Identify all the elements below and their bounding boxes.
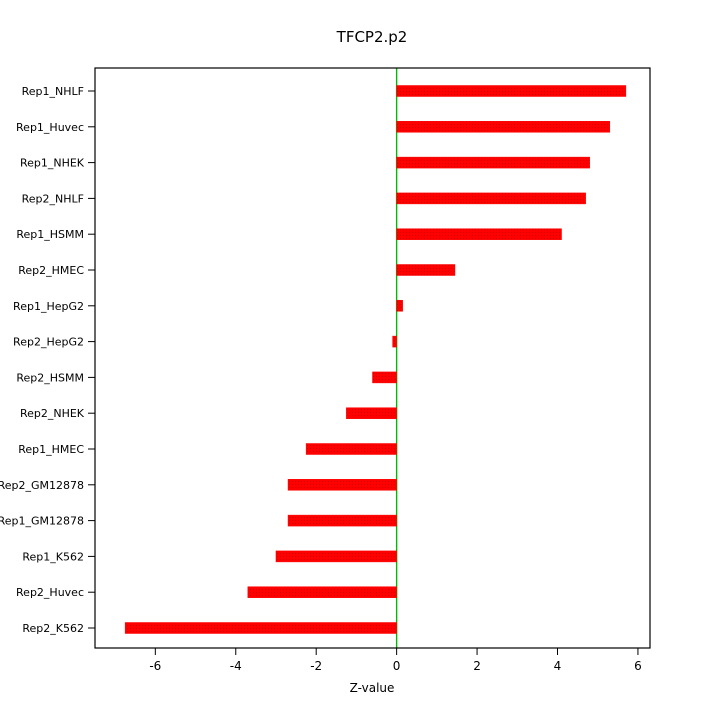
plot-area: Rep1_NHLF Rep1_Huvec Rep1_NHEK Rep2_NHLF Rep… [0, 67, 651, 673]
bar [396, 264, 456, 276]
y-tick-label: Rep2_HMEC [18, 264, 84, 277]
bar [396, 156, 590, 169]
y-tick-label: Rep2_GM12878 [0, 479, 84, 492]
x-tick-label: -4 [230, 659, 242, 673]
y-tick-label: Rep2_K562 [22, 622, 84, 635]
bar [392, 335, 397, 348]
y-tick-label: Rep1_NHEK [20, 157, 85, 170]
x-tick-label: 2 [473, 659, 481, 673]
bar [396, 192, 586, 205]
plot-border [94, 67, 651, 649]
y-tick-label: Rep2_Huvec [16, 586, 84, 599]
y-tick-label: Rep2_NHEK [20, 407, 85, 420]
y-tick-label: Rep1_Huvec [16, 121, 84, 134]
bar [396, 85, 627, 97]
bar [287, 514, 397, 527]
x-tick-label: -6 [149, 659, 161, 673]
bar [305, 443, 397, 455]
bar [124, 622, 397, 634]
y-tick-label: Rep1_HepG2 [13, 300, 84, 313]
x-tick-label: 4 [554, 659, 562, 673]
y-tick-label: Rep2_NHLF [22, 192, 84, 205]
y-tick-label: Rep2_HSMM [16, 371, 84, 384]
x-tick-label: -2 [310, 659, 322, 673]
bar [346, 407, 397, 419]
chart-title: TFCP2.p2 [336, 28, 408, 46]
y-tick-label: Rep1_GM12878 [0, 515, 84, 528]
bar [372, 371, 397, 384]
bar [396, 121, 611, 133]
y-tick-label: Rep1_NHLF [22, 85, 84, 98]
y-tick-label: Rep1_HSMM [16, 228, 84, 241]
bar [275, 550, 397, 563]
x-axis-title: Z-value [350, 681, 395, 695]
y-tick-label: Rep2_HepG2 [13, 336, 84, 349]
y-tick-label: Rep1_K562 [22, 550, 84, 563]
bar [396, 300, 403, 312]
y-tick-label: Rep1_HMEC [18, 443, 84, 456]
x-tick-label: 6 [634, 659, 642, 673]
bar [287, 479, 397, 491]
bar [247, 586, 397, 598]
x-tick-label: 0 [393, 659, 401, 673]
bar [396, 228, 562, 240]
